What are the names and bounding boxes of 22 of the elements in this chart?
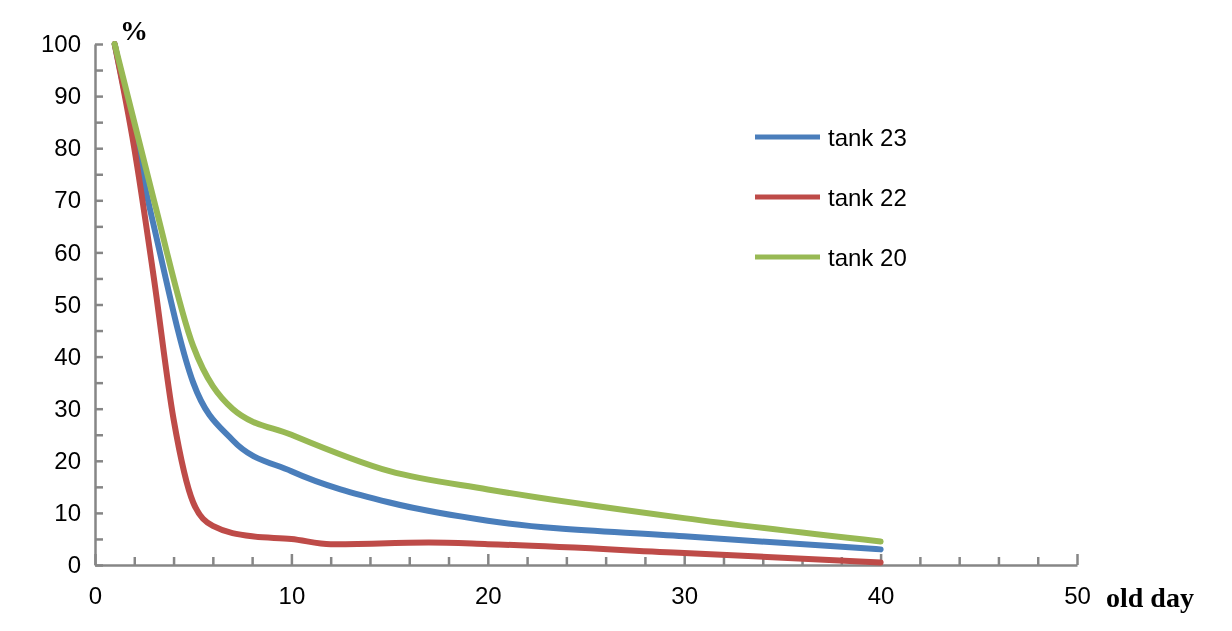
x-axis-title: old day [1106, 582, 1194, 613]
legend-label: tank 22 [828, 184, 907, 211]
x-tick-label: 30 [671, 582, 699, 610]
y-tick-label: 40 [54, 342, 81, 370]
x-tick-label: 50 [1064, 582, 1091, 610]
x-tick-label: 20 [474, 582, 502, 610]
y-tick-label: 0 [67, 551, 81, 579]
y-tick-label: 70 [54, 186, 81, 214]
y-tick-label: 30 [54, 394, 81, 422]
y-tick-label: 60 [54, 238, 81, 266]
x-tick-label: 40 [867, 582, 895, 610]
legend-label: tank 23 [828, 124, 907, 151]
y-tick-label: 90 [54, 82, 81, 110]
x-tick-label: 10 [278, 582, 306, 610]
y-tick-label: 10 [54, 499, 81, 527]
y-axis-title: % [120, 15, 148, 46]
legend-label: tank 20 [828, 244, 907, 271]
y-tick-label: 80 [54, 134, 81, 162]
x-tick-label: 0 [88, 582, 103, 610]
y-tick-label: 50 [54, 290, 81, 318]
y-tick-label: 100 [40, 30, 81, 58]
y-tick-label: 20 [54, 446, 81, 474]
